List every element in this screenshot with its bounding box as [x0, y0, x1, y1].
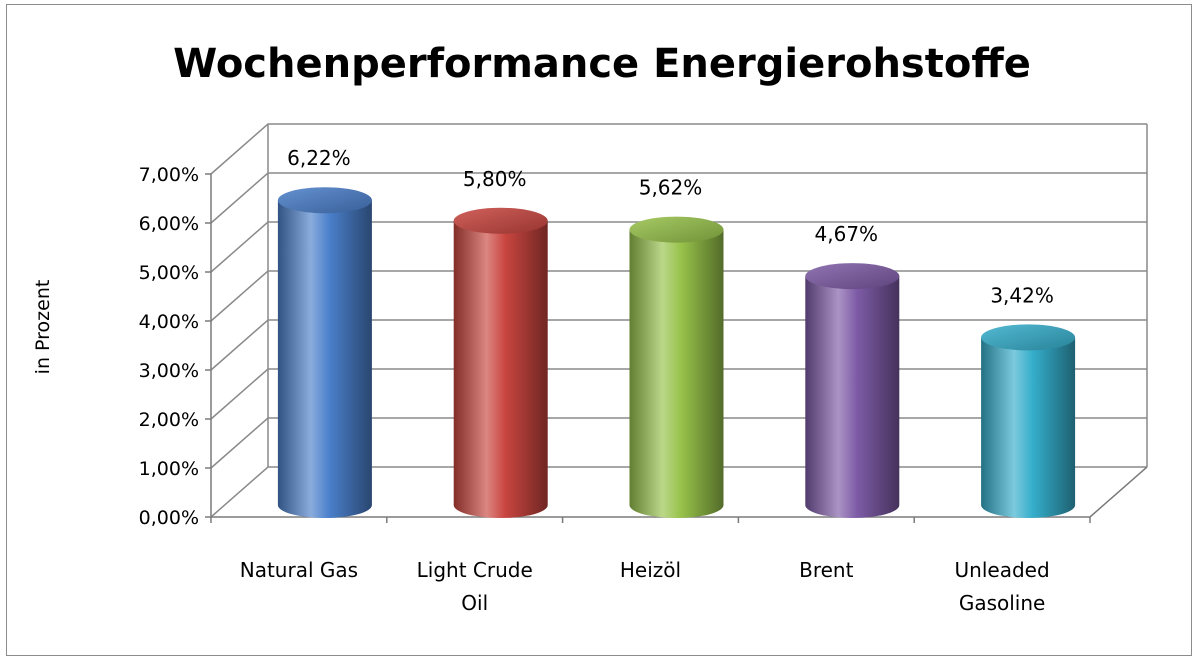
category-label: Unleaded Gasoline [955, 558, 1050, 615]
y-axis-ticks: 0,00% 1,00% 2,00% 3,00% 4,00% 5,00% 6,00% 7,00% [139, 164, 1091, 529]
bar-top [805, 263, 900, 290]
bar-top [277, 187, 372, 214]
data-label: 3,42% [990, 283, 1054, 307]
bar [453, 207, 548, 519]
gridline [210, 123, 1147, 175]
y-tick-label: 6,00% [139, 213, 199, 235]
category-label-line: Oil [461, 591, 488, 615]
bar-body [453, 220, 548, 519]
bar-top [981, 324, 1076, 351]
y-tick-label: 4,00% [139, 311, 199, 333]
bar [805, 263, 900, 518]
data-labels: 6,22% 5,80% 5,62% 4,67% 3,42% [287, 146, 1054, 307]
category-label-line: Gasoline [959, 591, 1046, 615]
bar [629, 216, 724, 518]
y-tick-label: 5,00% [139, 262, 199, 284]
bar-body [629, 229, 724, 518]
category-label: Natural Gas [240, 558, 358, 582]
x-axis-categories: Natural Gas Light Crude Oil Heizöl Brent Unle… [240, 558, 1050, 615]
category-label: Brent [799, 558, 853, 582]
category-label: Light Crude Oil [417, 558, 533, 615]
y-tick-label: 7,00% [139, 164, 199, 186]
data-label: 5,80% [463, 167, 527, 191]
bar-top [629, 216, 724, 243]
bar [981, 324, 1076, 518]
y-tick-label: 0,00% [139, 507, 199, 529]
data-label: 5,62% [639, 176, 703, 200]
category-label-line: Light Crude [417, 558, 533, 582]
y-tick-label: 2,00% [139, 409, 199, 431]
y-tick-label: 3,00% [139, 360, 199, 382]
bar-body [981, 337, 1076, 518]
bar [277, 187, 372, 518]
bar-body [805, 276, 900, 518]
category-label-line: Heizöl [620, 558, 681, 582]
category-label-line: Unleaded [955, 558, 1050, 582]
chart-frame: Wochenperformance Energierohstoffe in Pr… [6, 4, 1192, 656]
y-axis-label: in Prozent [32, 280, 54, 375]
category-label: Heizöl [620, 558, 681, 582]
data-label: 4,67% [815, 222, 879, 246]
category-label-line: Brent [799, 558, 853, 582]
category-label-line: Natural Gas [240, 558, 358, 582]
bar-body [277, 200, 372, 518]
chart-title: Wochenperformance Energierohstoffe [173, 41, 1031, 87]
y-tick-label: 1,00% [139, 458, 199, 480]
bar-top [453, 207, 548, 234]
data-label: 6,22% [287, 146, 351, 170]
bar-chart: Wochenperformance Energierohstoffe in Pr… [32, 41, 1148, 615]
bars [277, 187, 1076, 519]
